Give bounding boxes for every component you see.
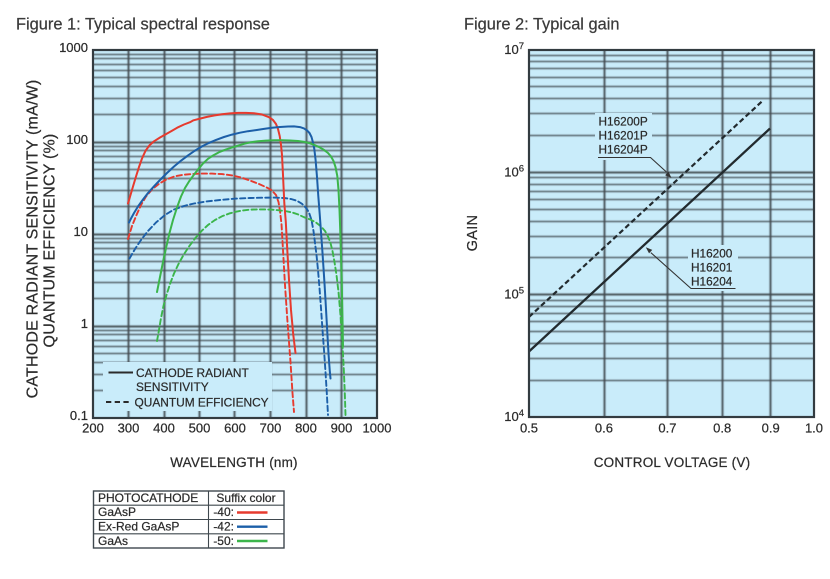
svg-text:Ex-Red GaAsP: Ex-Red GaAsP (98, 520, 179, 534)
svg-text:-42:: -42: (213, 520, 234, 534)
svg-text:0.6: 0.6 (595, 421, 613, 436)
svg-text:Figure 1: Typical spectral res: Figure 1: Typical spectral response (16, 16, 270, 34)
svg-text:900: 900 (331, 421, 353, 436)
svg-text:0.8: 0.8 (713, 421, 731, 436)
svg-text:500: 500 (189, 421, 211, 436)
svg-text:Figure 2: Typical gain: Figure 2: Typical gain (464, 16, 620, 34)
svg-text:105: 105 (504, 286, 524, 302)
svg-text:GaAs: GaAs (98, 534, 128, 548)
svg-text:106: 106 (504, 163, 524, 179)
svg-text:H16204P: H16204P (599, 143, 648, 157)
svg-text:1.0: 1.0 (805, 421, 823, 436)
svg-text:-40:: -40: (213, 505, 234, 519)
svg-text:200: 200 (82, 421, 104, 436)
svg-text:CATHODE RADIANT SENSITIVITY (m: CATHODE RADIANT SENSITIVITY (mA/W) (25, 80, 42, 399)
svg-text:800: 800 (295, 421, 317, 436)
svg-text:0.7: 0.7 (658, 421, 676, 436)
svg-text:300: 300 (118, 421, 140, 436)
svg-text:107: 107 (504, 41, 524, 57)
svg-text:1000: 1000 (363, 421, 392, 436)
svg-text:QUANTUM EFFICIENCY: QUANTUM EFFICIENCY (135, 396, 269, 410)
svg-text:600: 600 (224, 421, 246, 436)
svg-text:H16201P: H16201P (599, 129, 648, 143)
svg-text:0.9: 0.9 (762, 421, 780, 436)
svg-text:Suffix color: Suffix color (216, 491, 275, 505)
svg-text:SENSITIVITY: SENSITIVITY (136, 380, 209, 394)
svg-text:0.5: 0.5 (520, 421, 538, 436)
svg-text:1000: 1000 (59, 40, 88, 55)
svg-text:GAIN: GAIN (465, 215, 481, 252)
svg-text:0.1: 0.1 (70, 408, 88, 423)
svg-text:H16200: H16200 (691, 247, 733, 261)
svg-text:WAVELENGTH (nm): WAVELENGTH (nm) (170, 455, 298, 470)
svg-text:H16200P: H16200P (599, 115, 648, 129)
svg-text:GaAsP: GaAsP (98, 505, 136, 519)
svg-text:10: 10 (74, 224, 88, 239)
svg-text:H16201: H16201 (691, 261, 732, 275)
svg-text:QUANTUM EFFICIENCY (%): QUANTUM EFFICIENCY (%) (42, 134, 59, 348)
svg-text:PHOTOCATHODE: PHOTOCATHODE (98, 491, 198, 505)
svg-text:H16204: H16204 (691, 275, 733, 289)
svg-text:-50:: -50: (213, 534, 234, 548)
svg-text:400: 400 (153, 421, 175, 436)
svg-text:100: 100 (66, 132, 88, 147)
svg-text:CATHODE RADIANT: CATHODE RADIANT (136, 366, 249, 380)
svg-text:1: 1 (81, 316, 88, 331)
svg-text:700: 700 (260, 421, 282, 436)
svg-text:CONTROL VOLTAGE (V): CONTROL VOLTAGE (V) (594, 455, 751, 470)
